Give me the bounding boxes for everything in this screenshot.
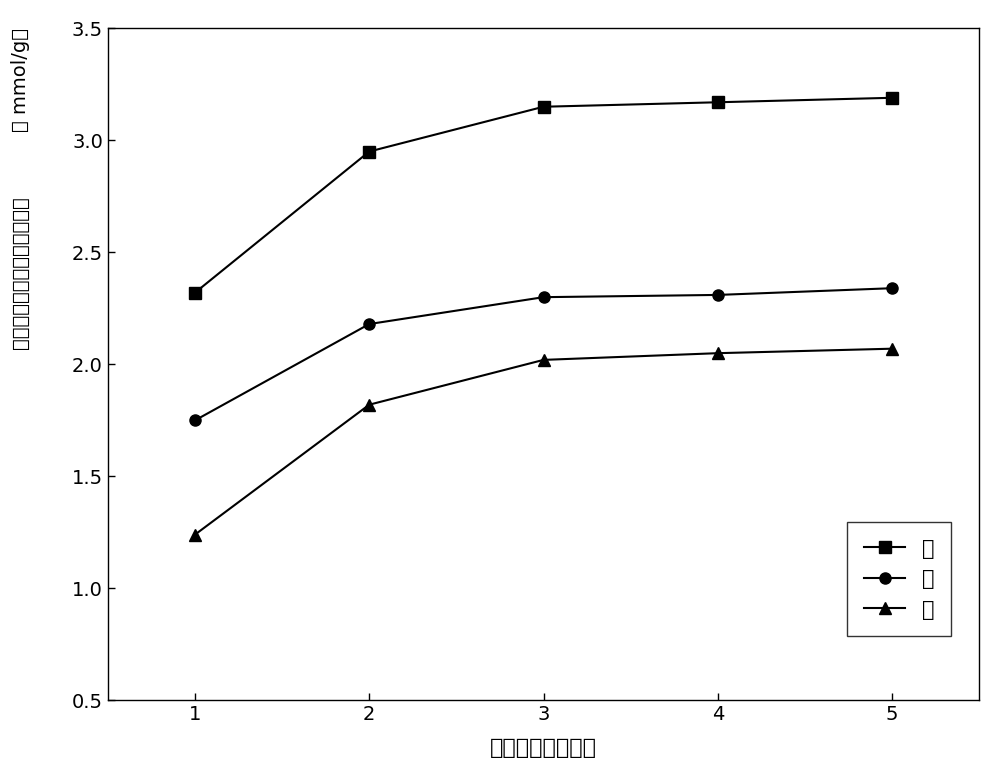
Text: 吸附材料对重金属的吸附能力: 吸附材料对重金属的吸附能力	[11, 196, 30, 349]
镞	[363, 319, 375, 329]
Line: 镞: 镞	[189, 283, 898, 426]
Line: 铜: 铜	[189, 92, 898, 298]
Line: 锥: 锥	[189, 343, 898, 540]
锥	[363, 400, 375, 410]
镞	[712, 291, 724, 300]
铜	[538, 102, 550, 111]
铜	[712, 97, 724, 107]
镞	[189, 416, 201, 425]
Legend: 铜, 镞, 锥: 铜, 镞, 锥	[847, 522, 951, 636]
锥	[538, 355, 550, 365]
铜	[886, 93, 898, 103]
铜	[189, 288, 201, 298]
镞	[538, 292, 550, 301]
锥	[886, 344, 898, 354]
锥	[712, 348, 724, 358]
Text: （ mmol/g）: （ mmol/g）	[11, 28, 30, 132]
铜	[363, 147, 375, 157]
锥	[189, 530, 201, 539]
镞	[886, 284, 898, 293]
X-axis label: 升降温次数（次）: 升降温次数（次）	[490, 738, 597, 758]
